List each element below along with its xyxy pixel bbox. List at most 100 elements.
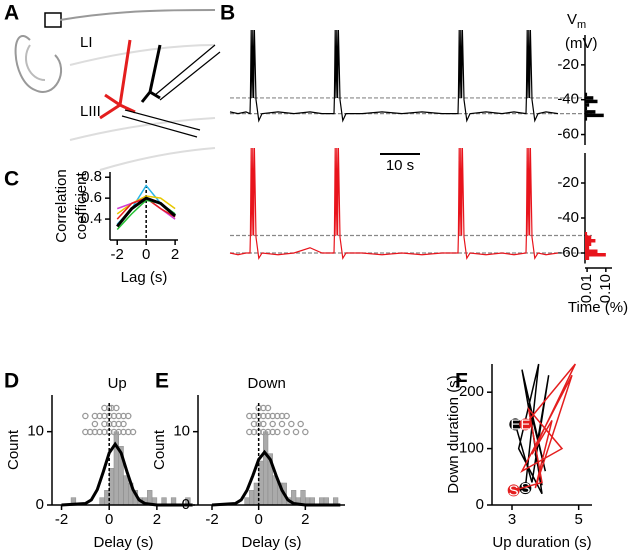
y-tick-label: 200 [459, 383, 484, 400]
cell-dot [278, 420, 286, 428]
histogram-bar [99, 497, 105, 506]
y-tick-label: 0 [36, 496, 44, 513]
y-tick-label: 10 [173, 423, 190, 440]
y-tick-label: 100 [459, 440, 484, 457]
x-axis-label: Delay (s) [241, 534, 301, 551]
x-tick-label: 2 [153, 511, 161, 528]
layer-line [99, 147, 216, 171]
x-tick-label: 0 [105, 511, 113, 528]
y-tick-label: -20 [557, 56, 579, 73]
y-tick-label: 0 [476, 496, 484, 513]
x-tick-label: 2 [171, 246, 179, 263]
y-tick-label: 10 [27, 423, 44, 440]
histogram-bar [585, 249, 598, 253]
cell-dot [269, 420, 276, 428]
x-axis-label: Time (%) [568, 299, 628, 316]
voltage-trace [229, 29, 559, 123]
histogram-bar [585, 106, 588, 111]
cell-dot [82, 412, 89, 420]
series-line [514, 363, 550, 495]
cell-dot [264, 404, 272, 412]
voltage-trace [229, 147, 559, 261]
series-line [116, 195, 176, 215]
cell-dot [297, 420, 304, 428]
x-tick-label: 2 [301, 511, 309, 528]
x-tick-label: 0.01 [578, 274, 595, 303]
layer-label: LIII [80, 103, 101, 120]
x-tick-label: 0.10 [597, 274, 614, 303]
point-label: E [510, 416, 520, 433]
histogram-bar [585, 113, 604, 118]
y-axis-label: Down duration (s) [445, 375, 462, 493]
cell-dot [120, 420, 127, 428]
histogram-bar [585, 96, 594, 100]
inset-box [44, 12, 62, 28]
layer-label: LI [80, 34, 93, 51]
panel-label: B [220, 2, 235, 25]
x-axis-label: Lag (s) [121, 269, 168, 286]
histogram-bar [585, 246, 590, 250]
cell-dot [283, 428, 290, 436]
x-tick-label: 5 [574, 511, 582, 528]
point-label: E [520, 416, 530, 433]
histogram-bar [104, 490, 110, 506]
y-tick-label: -60 [557, 126, 579, 143]
x-tick-label: 0 [254, 511, 262, 528]
schematic [14, 9, 221, 171]
panel-label: E [155, 370, 169, 393]
y-tick-label: -20 [557, 174, 579, 191]
panel-label: F [455, 370, 468, 393]
x-tick-label: -2 [205, 511, 218, 528]
cell-dot [302, 428, 309, 436]
cell-dot [283, 412, 290, 420]
brain-inner [25, 44, 46, 81]
histogram-bar [585, 242, 592, 246]
series-line [513, 363, 577, 492]
histogram-bar [585, 92, 588, 97]
panel-title: Up [108, 375, 127, 392]
cell-dot [129, 428, 137, 436]
y-axis-label: Correlation [53, 169, 70, 242]
point-marker [507, 484, 520, 497]
fit-curve [211, 449, 341, 507]
y-tick-label: 0 [182, 496, 190, 513]
x-tick-label: -2 [111, 246, 124, 263]
y-tick-label: -40 [557, 209, 579, 226]
neuron-red [99, 39, 136, 120]
point-marker [509, 418, 522, 431]
x-tick-label: -2 [55, 511, 68, 528]
x-tick-label: 0 [142, 246, 150, 263]
point-marker [519, 482, 532, 495]
cell-dot [113, 404, 120, 412]
histogram-bar [585, 103, 590, 107]
y-axis-label: (mV) [565, 35, 598, 52]
scale-bar-label: 10 s [386, 157, 414, 174]
histogram-bar [585, 110, 596, 114]
cell-dot [125, 412, 132, 420]
histogram-bar [244, 497, 250, 506]
panel-label: D [4, 370, 19, 393]
x-tick-label: 3 [508, 511, 516, 528]
histogram-bar [585, 232, 588, 236]
point-marker [519, 418, 532, 431]
histogram-bar [585, 253, 606, 257]
histogram-bar [300, 490, 306, 506]
histogram-bar [249, 490, 255, 506]
x-axis-label: Up duration (s) [492, 534, 591, 551]
label-main: V [567, 11, 577, 28]
y-tick-label: -40 [557, 91, 579, 108]
y-tick-label: 0.4 [81, 210, 102, 227]
cell-dot [288, 420, 295, 428]
fit-curve [61, 441, 193, 507]
point-label: S [520, 480, 530, 497]
electrode [121, 109, 201, 138]
histogram-bar [585, 239, 596, 243]
panel-title: Down [247, 375, 285, 392]
histogram-bar [123, 475, 129, 506]
series-line [116, 196, 177, 228]
y-axis-label: Vm [567, 11, 586, 31]
cell-dot [91, 420, 99, 428]
histogram-bar [585, 117, 588, 121]
brain-outline [14, 35, 62, 93]
